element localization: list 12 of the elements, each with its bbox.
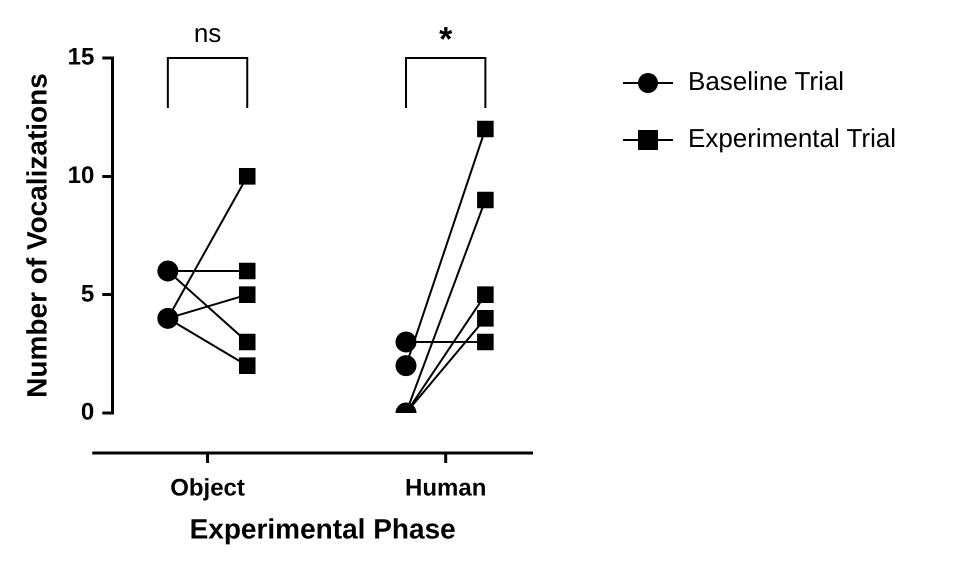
annotation: * <box>439 20 454 58</box>
text: Object <box>170 474 245 502</box>
y-tick-label: 10 <box>68 162 94 189</box>
legend-label: Baseline Trial <box>688 66 844 96</box>
text: ns <box>194 18 222 48</box>
y-tick-label: 15 <box>68 44 94 71</box>
y-axis-title: Number of Vocalizations <box>22 73 53 398</box>
text: Human <box>405 474 486 502</box>
x-axis-title: Experimental Phase <box>190 514 456 545</box>
legend-label: Experimental Trial <box>688 123 896 154</box>
y-tick-label: 5 <box>80 280 94 308</box>
y-tick-label: 0 <box>80 398 94 426</box>
